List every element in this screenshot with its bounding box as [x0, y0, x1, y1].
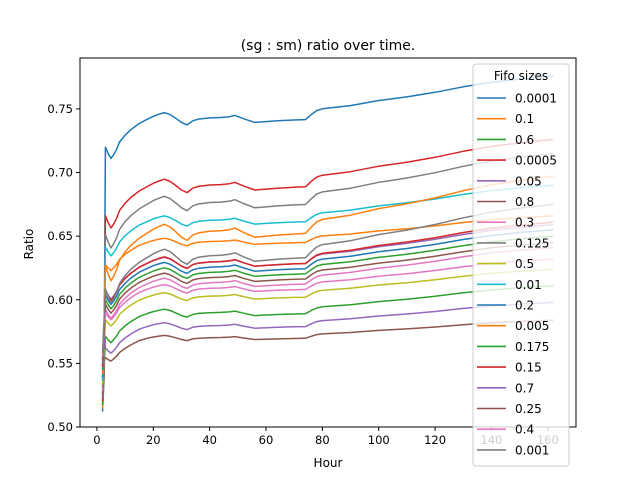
- legend-label: 0.175: [515, 340, 549, 354]
- legend-box: [472, 63, 570, 467]
- x-tick-label: 120: [424, 433, 446, 447]
- x-tick-label: 80: [315, 433, 330, 447]
- legend-label: 0.5: [515, 257, 534, 271]
- series-line: [101, 241, 554, 361]
- series-line: [101, 301, 554, 364]
- y-axis-ticks: 0.50 0.55 0.60 0.65 0.70 0.75: [47, 102, 80, 434]
- series-line: [101, 138, 554, 402]
- legend-label: 0.15: [515, 361, 542, 375]
- x-tick-label: 100: [368, 433, 390, 447]
- legend-label: 0.0005: [515, 154, 557, 168]
- series-line: [101, 285, 554, 405]
- series-line: [101, 152, 554, 388]
- y-axis-label: Ratio: [22, 229, 36, 260]
- series-line: [101, 319, 554, 395]
- y-tick-label: 0.55: [47, 356, 73, 370]
- legend-label: 0.4: [515, 423, 534, 437]
- legend-label: 0.125: [515, 236, 549, 250]
- x-axis-label: Hour: [314, 456, 343, 470]
- series-line: [101, 268, 554, 385]
- legend-label: 0.001: [515, 443, 549, 457]
- legend-label: 0.005: [515, 319, 549, 333]
- y-tick-label: 0.75: [47, 102, 73, 116]
- x-tick-label: 0: [93, 433, 100, 447]
- legend-label: 0.2: [515, 299, 534, 313]
- legend-label: 0.25: [515, 402, 542, 416]
- series-line: [101, 258, 554, 357]
- legend-title: Fifo sizes: [494, 69, 548, 83]
- legend-items: 0.0001 0.1 0.6 0.0005 0.05 0.8 0.3 0.125 0.5 0.01…: [477, 92, 557, 457]
- legend-label: 0.01: [515, 278, 542, 292]
- legend-label: 0.3: [515, 216, 534, 230]
- plot-frame: [79, 57, 577, 428]
- series-line: [101, 203, 554, 354]
- x-tick-label: 40: [202, 433, 217, 447]
- series-line: [101, 229, 554, 378]
- y-tick-label: 0.65: [47, 229, 73, 243]
- legend-label: 0.8: [515, 195, 534, 209]
- plot-lines: [101, 75, 554, 412]
- y-tick-label: 0.50: [47, 420, 73, 434]
- legend-label: 0.0001: [515, 92, 557, 106]
- series-line: [101, 75, 554, 412]
- chart-title: (sg : sm) ratio over time.: [241, 38, 416, 54]
- x-tick-label: 60: [259, 433, 274, 447]
- series-line: [101, 175, 554, 374]
- legend-label: 0.7: [515, 381, 534, 395]
- legend-label: 0.1: [515, 112, 534, 126]
- series-line: [101, 246, 554, 392]
- legend-label: 0.05: [515, 174, 542, 188]
- legend: Fifo sizes 0.00010.10.60.00050.050.80.30…: [472, 63, 570, 467]
- series-line: [101, 184, 554, 381]
- y-tick-label: 0.70: [47, 166, 73, 180]
- y-tick-label: 0.60: [47, 293, 73, 307]
- series-line: [101, 235, 554, 371]
- legend-label: 0.6: [515, 133, 534, 147]
- x-tick-label: 20: [146, 433, 161, 447]
